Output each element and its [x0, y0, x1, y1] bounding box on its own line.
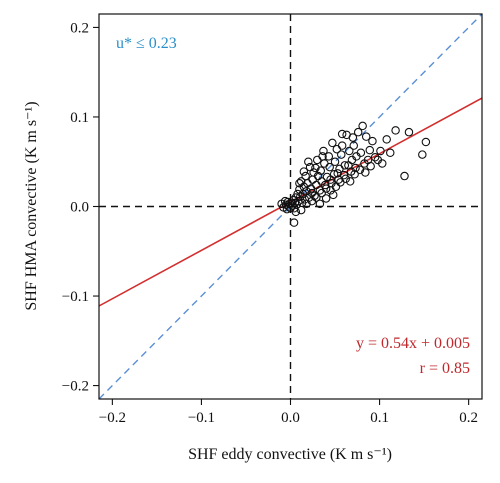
data-point: [353, 127, 363, 137]
data-point: [382, 135, 391, 144]
data-point: [421, 137, 431, 147]
data-point: [304, 157, 313, 166]
points-layer: [277, 121, 431, 227]
data-point: [331, 182, 341, 192]
y-tick-label: 0.1: [70, 110, 89, 126]
data-point: [310, 191, 319, 201]
y-tick-label: 0.2: [70, 20, 89, 36]
data-point: [295, 185, 304, 194]
data-point: [320, 159, 329, 168]
data-point: [404, 127, 414, 137]
data-point: [344, 161, 353, 170]
data-point: [350, 170, 359, 179]
ticks-layer: −0.2 −0.1 0.0 0.1 0.2 −0.2 −0.1 0.0 0.1 0.2: [62, 20, 478, 426]
data-point: [326, 175, 335, 184]
data-point: [317, 188, 326, 198]
data-point: [281, 200, 291, 209]
data-point: [358, 121, 367, 131]
data-point: [295, 178, 304, 188]
x-tick-label: 0.2: [459, 410, 478, 426]
data-point: [311, 163, 320, 173]
data-point: [368, 136, 377, 146]
y-tick-label: −0.2: [62, 379, 89, 395]
data-point: [348, 133, 358, 142]
data-point: [400, 171, 409, 181]
one-to-one-line: [99, 14, 482, 399]
data-point: [291, 207, 301, 217]
data-point: [296, 177, 306, 186]
data-point: [355, 165, 365, 175]
x-tick-label: −0.1: [188, 410, 215, 426]
y-tick-label: −0.1: [62, 289, 89, 305]
data-point: [337, 150, 346, 159]
data-point: [277, 199, 286, 209]
data-point: [312, 193, 321, 202]
data-point: [299, 167, 309, 176]
data-point: [377, 159, 387, 168]
x-tick-label: 0.0: [281, 410, 300, 426]
x-tick-label: 0.1: [370, 410, 389, 426]
annotation-correlation: r = 0.85: [420, 360, 470, 377]
data-point: [301, 171, 310, 181]
x-tick-label: −0.2: [99, 410, 126, 426]
y-axis-title: SHF HMA convective (K m s⁻¹): [23, 101, 40, 310]
data-point: [349, 141, 358, 150]
data-point: [330, 157, 340, 166]
data-point: [291, 193, 301, 202]
data-point: [363, 155, 373, 165]
data-point: [318, 152, 327, 161]
data-point: [341, 174, 350, 183]
data-point: [308, 175, 318, 184]
data-point: [361, 132, 371, 141]
data-point: [329, 190, 338, 200]
data-point: [320, 180, 330, 190]
y-tick-label: 0.0: [70, 200, 89, 216]
data-point: [307, 188, 317, 198]
annotation-fit-equation: y = 0.54x + 0.005: [356, 335, 470, 352]
data-point: [337, 141, 347, 150]
data-point: [345, 177, 355, 186]
data-point: [302, 199, 311, 209]
data-point: [386, 148, 395, 158]
data-point: [365, 145, 375, 155]
data-point: [321, 184, 331, 193]
data-point: [345, 146, 354, 156]
data-point: [296, 205, 306, 215]
data-point: [328, 138, 337, 148]
data-point: [391, 126, 400, 135]
data-point: [319, 146, 328, 156]
data-point: [321, 194, 331, 203]
data-point: [333, 169, 342, 178]
data-point: [324, 152, 334, 161]
annotation-condition: u* ≤ 0.23: [116, 35, 177, 52]
data-point: [337, 129, 347, 139]
data-point: [418, 150, 427, 159]
data-point: [361, 168, 370, 177]
data-point: [305, 162, 315, 172]
data-point: [315, 199, 325, 209]
data-point: [370, 153, 380, 162]
data-point: [312, 155, 322, 165]
data-point: [289, 218, 299, 227]
data-point: [335, 164, 344, 174]
x-axis-title: SHF eddy convective (K m s⁻¹): [188, 446, 392, 463]
data-point: [376, 146, 385, 156]
